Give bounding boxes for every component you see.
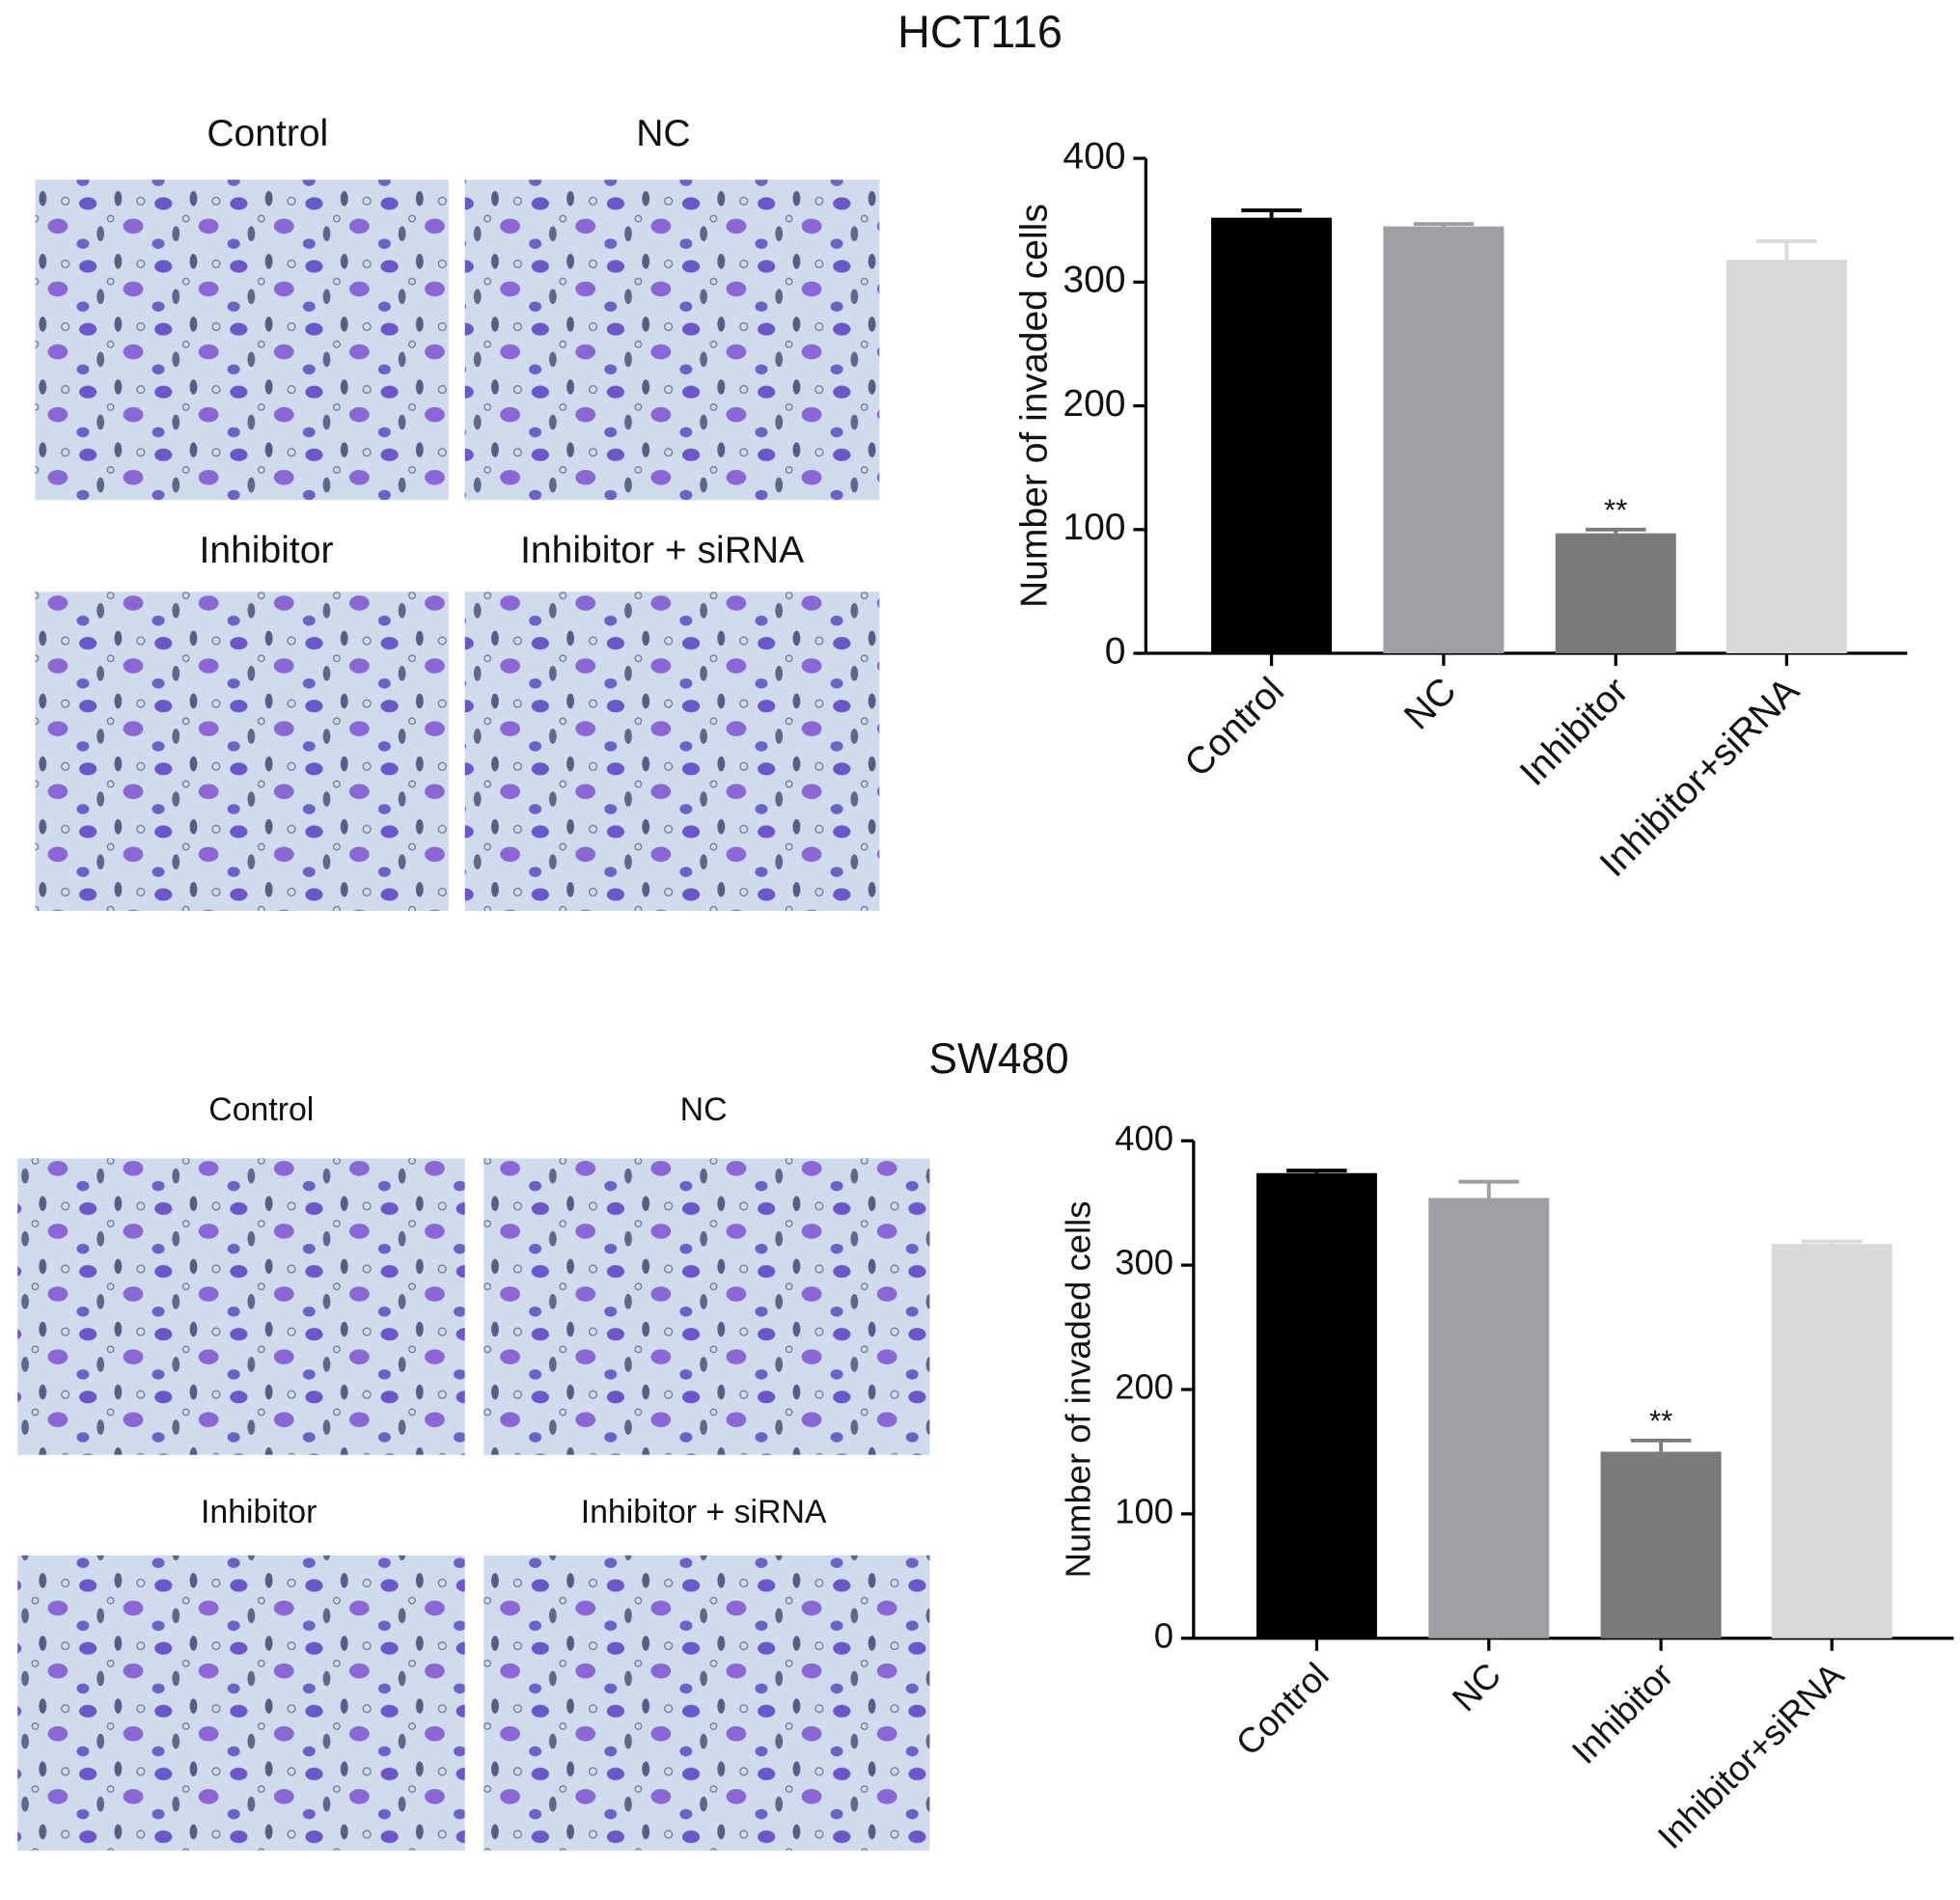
x-tick-label: Inhibitor (1512, 670, 1637, 794)
micrograph-label: Control (208, 1091, 314, 1128)
error-bar (1458, 1179, 1520, 1198)
significance-mark: ** (1604, 493, 1627, 527)
y-tick-label: 0 (1105, 630, 1126, 672)
x-tick-label: Inhibitor+siRNA (1650, 1655, 1852, 1857)
bar (1771, 1244, 1892, 1638)
error-bar (1756, 239, 1817, 261)
micrograph (35, 179, 449, 501)
y-tick-label: 300 (1063, 260, 1125, 301)
y-tick-label: 0 (1154, 1615, 1173, 1655)
significance-mark: ** (1649, 1404, 1672, 1438)
micrograph (17, 1158, 465, 1455)
error-bar (1586, 527, 1646, 534)
micrograph (464, 592, 880, 911)
panel-title: SW480 (928, 1035, 1068, 1083)
x-tick-label: Control (1177, 670, 1292, 785)
error-bar (1286, 1169, 1347, 1173)
micrograph (464, 179, 880, 501)
y-axis-label: Number of invaded cells (1013, 204, 1055, 608)
panel-title: HCT116 (897, 7, 1063, 57)
y-axis-label: Number of invaded cells (1058, 1201, 1097, 1579)
bar (1211, 217, 1333, 654)
y-tick-label: 100 (1115, 1491, 1173, 1530)
bar (1725, 260, 1847, 654)
bar (1256, 1172, 1377, 1638)
micrograph-label: NC (680, 1091, 728, 1128)
x-tick-label: NC (1396, 670, 1464, 737)
micrograph (35, 592, 449, 911)
error-bar (1241, 208, 1302, 218)
error-bar (1801, 1239, 1863, 1245)
x-tick-label: Control (1228, 1655, 1337, 1763)
y-tick-label: 400 (1063, 135, 1125, 177)
micrograph-label: Inhibitor (201, 1494, 317, 1530)
micrograph (483, 1158, 930, 1455)
micrograph-label: NC (636, 113, 690, 154)
error-bar (1413, 222, 1475, 227)
y-tick-label: 400 (1115, 1118, 1173, 1158)
bar (1600, 1451, 1722, 1638)
micrograph-label: Control (207, 113, 328, 154)
y-tick-label: 100 (1063, 507, 1125, 548)
y-tick-label: 200 (1063, 383, 1125, 425)
micrograph (483, 1555, 930, 1851)
error-bar (1630, 1438, 1692, 1452)
micrograph (17, 1555, 465, 1851)
y-tick-label: 200 (1115, 1367, 1173, 1407)
x-tick-label: NC (1445, 1655, 1508, 1719)
micrograph-label: Inhibitor + siRNA (520, 530, 804, 571)
bar (1383, 226, 1505, 654)
x-tick-label: Inhibitor (1564, 1655, 1681, 1772)
bar (1555, 533, 1676, 654)
bar (1428, 1198, 1550, 1638)
micrograph-label: Inhibitor (200, 530, 334, 571)
micrograph-label: Inhibitor + siRNA (581, 1494, 827, 1530)
y-tick-label: 300 (1115, 1243, 1173, 1282)
